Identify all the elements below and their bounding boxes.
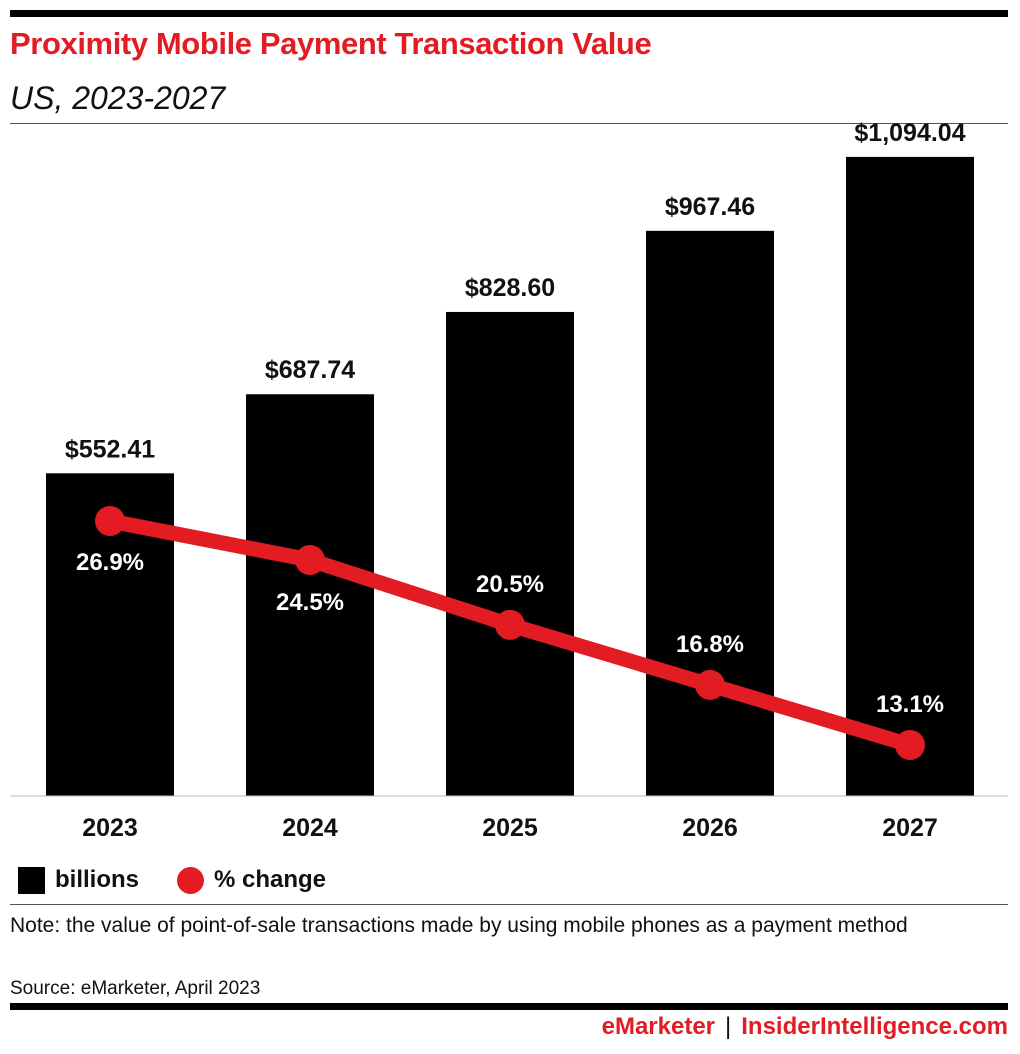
legend-billions-label: billions bbox=[55, 866, 139, 893]
bottom-rule bbox=[10, 1003, 1008, 1010]
x-tick-label: 2026 bbox=[682, 814, 738, 842]
bar-value-label: $828.60 bbox=[465, 274, 555, 302]
pct-change-label: 26.9% bbox=[76, 549, 144, 576]
pct-change-point-2023 bbox=[95, 506, 125, 537]
footer-separator: | bbox=[725, 1013, 732, 1040]
ticks-layer: 2023 2024 2025 2026 2027 bbox=[82, 814, 938, 842]
pct-change-label: 13.1% bbox=[876, 691, 944, 718]
x-tick-label: 2025 bbox=[482, 814, 538, 842]
legend-billions-swatch bbox=[18, 866, 45, 894]
bar-value-label: $552.41 bbox=[65, 435, 155, 463]
pct-change-label: 16.8% bbox=[676, 631, 744, 658]
pct-change-point-2024 bbox=[295, 544, 325, 575]
chart-title: Proximity Mobile Payment Transaction Val… bbox=[10, 26, 652, 61]
x-tick-label: 2024 bbox=[282, 814, 338, 842]
legend-change-swatch bbox=[177, 866, 204, 894]
line-layer: 26.9% 24.5% 20.5% 16.8% 13.1% bbox=[76, 506, 944, 760]
pct-change-point-2026 bbox=[695, 669, 725, 700]
footnote-note: Note: the value of point-of-sale transac… bbox=[10, 914, 908, 937]
chart-area: $552.41 $687.74 $828.60 $967.46 $1,094.04 26… bbox=[10, 119, 1008, 842]
x-tick-label: 2027 bbox=[882, 814, 938, 842]
pct-change-label: 20.5% bbox=[476, 571, 544, 598]
footer-site-link[interactable]: InsiderIntelligence.com bbox=[741, 1013, 1008, 1040]
bar-2024 bbox=[246, 394, 374, 796]
legend-change-label: % change bbox=[214, 866, 327, 893]
chart-subtitle: US, 2023-2027 bbox=[10, 80, 226, 116]
pct-change-point-2025 bbox=[495, 609, 525, 640]
bar-value-label: $687.74 bbox=[265, 356, 355, 384]
bar-2025 bbox=[446, 311, 574, 796]
top-rule bbox=[10, 10, 1008, 17]
bar-value-label: $1,094.04 bbox=[854, 119, 965, 147]
bar-value-label: $967.46 bbox=[665, 193, 755, 221]
footnote-source: Source: eMarketer, April 2023 bbox=[10, 978, 261, 999]
footer: eMarketer | InsiderIntelligence.com bbox=[602, 1013, 1008, 1041]
bar-2027 bbox=[846, 156, 974, 796]
legend: billions % change bbox=[18, 860, 326, 900]
bars-layer bbox=[46, 156, 974, 797]
bar-2026 bbox=[646, 230, 774, 797]
footer-brand[interactable]: eMarketer bbox=[601, 1013, 716, 1040]
pct-change-label: 24.5% bbox=[276, 589, 344, 616]
subtitle-divider bbox=[10, 123, 1008, 124]
x-tick-label: 2023 bbox=[82, 814, 138, 842]
labels-layer: $552.41 $687.74 $828.60 $967.46 $1,094.04 bbox=[65, 119, 966, 463]
pct-change-point-2027 bbox=[895, 729, 925, 760]
legend-divider bbox=[10, 904, 1008, 905]
